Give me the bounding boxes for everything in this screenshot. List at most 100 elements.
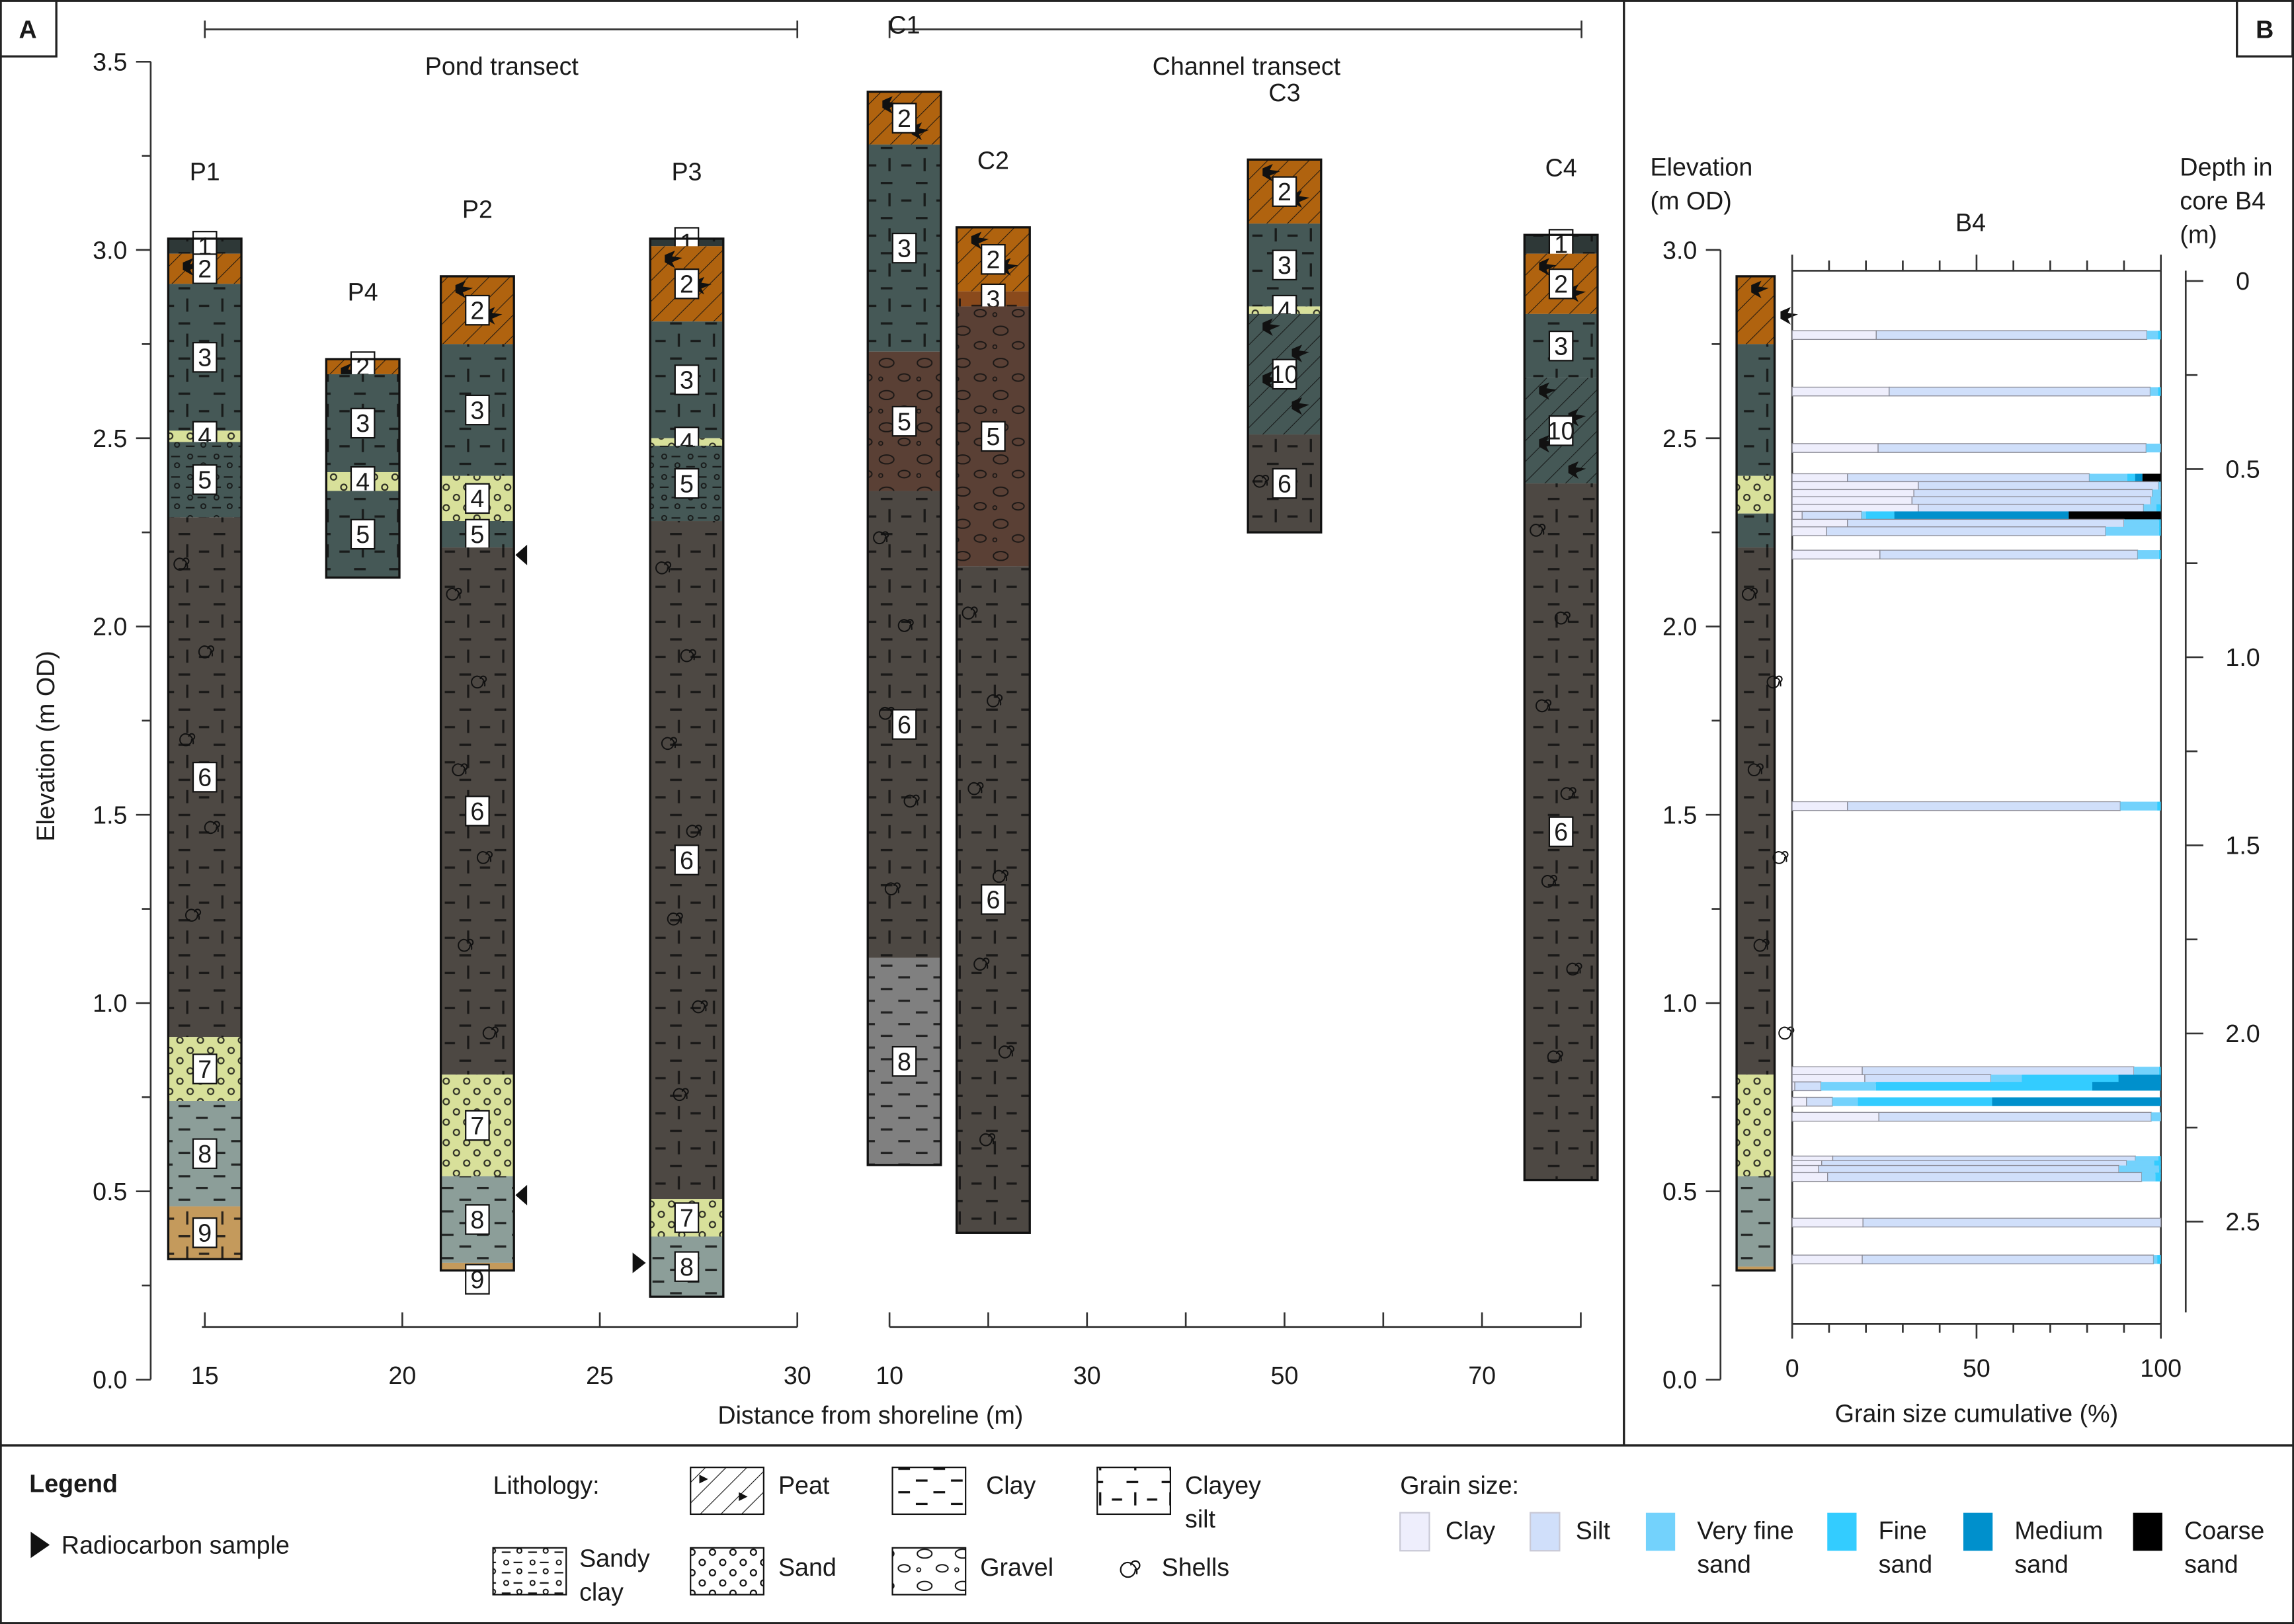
pond-tick-label: 25 [586,1361,614,1389]
shell-icon [873,531,889,545]
elevation-tick-label: 2.5 [93,425,127,452]
unit-label-box [192,342,218,373]
shell-icon [1753,938,1770,952]
unit-label: 2 [470,296,484,324]
grain-swatch-silt [1530,1512,1561,1552]
shell-icon [1530,524,1546,537]
pond-tick-label: 20 [388,1361,416,1389]
peat-fragment-icon [1291,397,1310,415]
grain-bar-fine-sand [2156,504,2161,513]
unit-label-box [192,1053,218,1084]
elevation-tick-label: 3.0 [93,236,127,264]
unit-label-box [891,405,917,437]
layer-pattern-clayey-silt [1737,1266,1775,1271]
grain-swatch-clay [1399,1512,1430,1552]
unit-label-box [465,1204,490,1235]
unit-label-box [674,1202,700,1233]
unit-label: 2 [986,246,1000,274]
unit-label-box [350,518,376,550]
shell-icon [198,645,214,659]
elevation-axis-label: Elevation (m OD) [32,651,60,841]
grain-bar-very-fine-sand [2106,526,2159,536]
unit-label: 2 [680,270,694,298]
grain-swatch-fine-sand [1827,1512,1857,1551]
shell-icon [204,821,220,834]
grain-bar-very-fine-sand [2137,550,2159,559]
core-outline [439,275,515,1272]
grain-title: B4 [1955,209,1986,237]
grain-bar-fine-sand [1865,511,1895,520]
core-c4: 1 2 3 10 6 C4 [1523,154,1599,1182]
unit-label: 3 [470,396,484,424]
shell-icon [1747,763,1764,776]
grain-bar-silt [1877,443,2147,453]
grain-bar-clay [1791,549,1881,560]
grain-bar-medium-sand [2092,1082,2161,1091]
unit-label: 8 [897,1047,911,1075]
shell-icon [1560,787,1577,800]
grain-bar-clay [1791,1217,1864,1228]
unit-label: 6 [1278,469,1291,497]
grain-bar-clay [1791,481,1919,491]
unit-label-box [465,795,490,827]
unit-label-box [674,844,700,875]
unit-label: 3 [1278,251,1291,279]
grain-bar-silt [1862,1217,2162,1228]
unit-label: 7 [470,1112,484,1139]
unit-label-box [1272,358,1297,390]
unit-label-box [981,244,1006,275]
grain-bar-medium-sand [2118,1075,2161,1084]
legend-radiocarbon: Radiocarbon sample [61,1531,290,1559]
grain-bar-silt [1794,1081,1822,1092]
peat-fragment-icon [455,280,473,299]
core-c2: 2 3 5 6 C2 [955,146,1031,1234]
unit-label-box [981,421,1006,452]
grain-axis-label: Grain size cumulative (%) [1835,1400,2118,1428]
b-elevation-tick-label: 0.0 [1662,1366,1697,1394]
panel-b: 3.0 2.5 2.0 1.5 1.0 0.5 0.0 0 50 100 0 0.5 1.0 1.5 2.0… [1662,236,2260,1393]
grain-bar-fine-sand [2158,526,2161,536]
unit-label: 5 [198,466,212,494]
legend-grain-title: Grain size: [1400,1471,1519,1499]
grain-bar-coarse-sand [2142,473,2161,483]
core-name: P2 [462,195,493,223]
unit-label: 9 [198,1219,212,1247]
shell-icon [692,1000,708,1014]
legend-sandy-clay-2: clay [579,1578,624,1605]
shell-icon [884,882,901,896]
grain-bar-very-fine-sand [2120,801,2158,811]
core-name: P4 [348,278,378,306]
unit-label-box [674,364,700,395]
grain-legend-label: sand [2014,1550,2069,1578]
elevation-tick-label: 1.5 [93,801,127,829]
grain-swatch-medium-sand [1963,1512,1993,1551]
unit-label: 3 [356,409,370,437]
unit-label: 4 [470,485,484,512]
shell-icon [680,649,696,663]
shell-icon [1554,611,1571,625]
depth-tick-label: 0.5 [2225,456,2260,483]
depth-tick-label: 0 [2236,267,2250,295]
grain-bar-very-fine-sand [2150,387,2158,396]
unit-label-box [1272,176,1297,207]
core-outline [1735,275,1776,1272]
legend-shells: Shells [1162,1553,1229,1581]
shell-icon [878,706,895,720]
grain-bar-fine-sand [2158,1165,2161,1174]
core-name: P1 [190,157,220,185]
legend-clay: Clay [986,1471,1036,1499]
shell-icon [667,912,683,926]
core-name: P3 [671,157,702,185]
grain-bar-clay [1791,473,1848,483]
grain-bar-silt [1889,386,2151,397]
legend-gravel: Gravel [980,1553,1053,1581]
grain-bar-silt [1847,801,2121,811]
depth-tick-label: 1.5 [2225,832,2260,860]
legend-peat: Peat [778,1471,830,1499]
grain-bar-clay [1791,1112,1879,1122]
grain-legend-label: Fine [1879,1517,1927,1545]
unit-label-box [465,483,490,514]
unit-label: 5 [897,407,911,435]
unit-label-box [674,467,700,499]
